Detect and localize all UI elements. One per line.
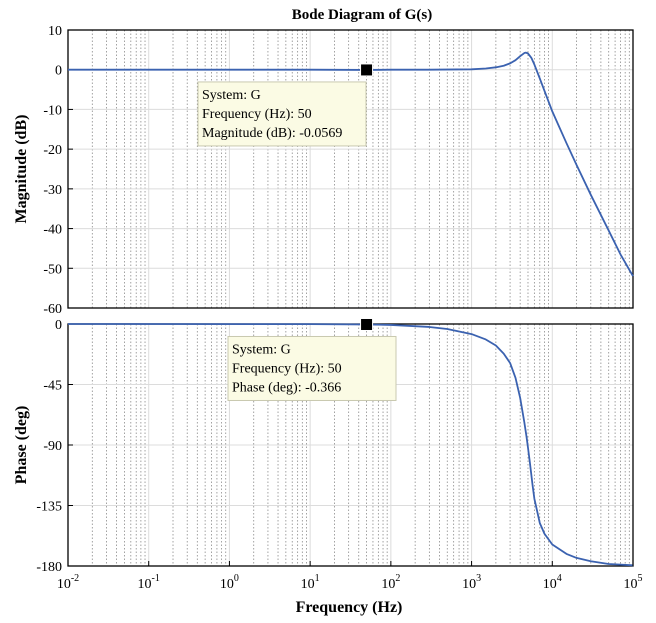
- y-tick-label: -60: [43, 302, 62, 317]
- x-tick-label: 103: [462, 573, 481, 592]
- datatip-line: System: G: [232, 342, 291, 357]
- x-tick-label: 104: [543, 573, 562, 592]
- phase-y-axis-label: Phase (deg): [13, 406, 30, 485]
- x-tick-label: 101: [301, 573, 320, 592]
- phase-series-line: [67, 323, 634, 567]
- datatip-line: Phase (deg): -0.366: [232, 380, 341, 395]
- x-tick-label: 10-2: [57, 573, 79, 592]
- x-tick-label: 105: [624, 573, 643, 592]
- y-tick-label: -40: [43, 223, 62, 238]
- magnitude-series-line: [68, 51, 634, 277]
- x-tick-label: 102: [381, 573, 400, 592]
- y-tick-label: -135: [36, 500, 62, 515]
- y-tick-label: -180: [36, 560, 62, 575]
- y-tick-label: 0: [55, 318, 62, 333]
- magnitude-panel: 10 0 -10 -20 -30 -40 -50 -60 Magnitude (dB) Syste…: [13, 24, 634, 317]
- chart-title: Bode Diagram of G(s): [292, 7, 432, 23]
- phase-panel: 0 -45 -90 -135 -180 Phase (deg) System: G Frequ…: [13, 317, 634, 575]
- y-tick-label: -10: [43, 103, 62, 118]
- y-tick-label: -20: [43, 143, 62, 158]
- x-tick-label: 100: [220, 573, 239, 592]
- magnitude-frame: [67, 29, 634, 309]
- datatip-line: Frequency (Hz): 50: [202, 107, 312, 122]
- x-tick-label: 10-1: [138, 573, 160, 592]
- y-tick-label: -50: [43, 262, 62, 277]
- phase-datatip-box: [227, 335, 397, 401]
- magnitude-datatip-marker: [360, 63, 374, 77]
- magnitude-y-axis-label: Magnitude (dB): [13, 115, 30, 224]
- magnitude-datatip-box: [197, 81, 367, 147]
- phase-datatip-marker: [360, 317, 374, 331]
- x-axis-label: Frequency (Hz): [296, 599, 403, 616]
- x-axis: 10-2 10-1 100 101 102 103 104 105: [57, 561, 643, 592]
- datatip-line: Frequency (Hz): 50: [232, 361, 342, 376]
- y-tick-label: 10: [48, 24, 62, 39]
- y-tick-label: -45: [43, 379, 62, 394]
- datatip-line: System: G: [202, 88, 261, 103]
- magnitude-plot-area: [68, 30, 633, 308]
- y-tick-label: -30: [43, 183, 62, 198]
- datatip-line: Magnitude (dB): -0.0569: [202, 126, 342, 141]
- y-tick-label: -90: [43, 439, 62, 454]
- y-tick-label: 0: [55, 64, 62, 79]
